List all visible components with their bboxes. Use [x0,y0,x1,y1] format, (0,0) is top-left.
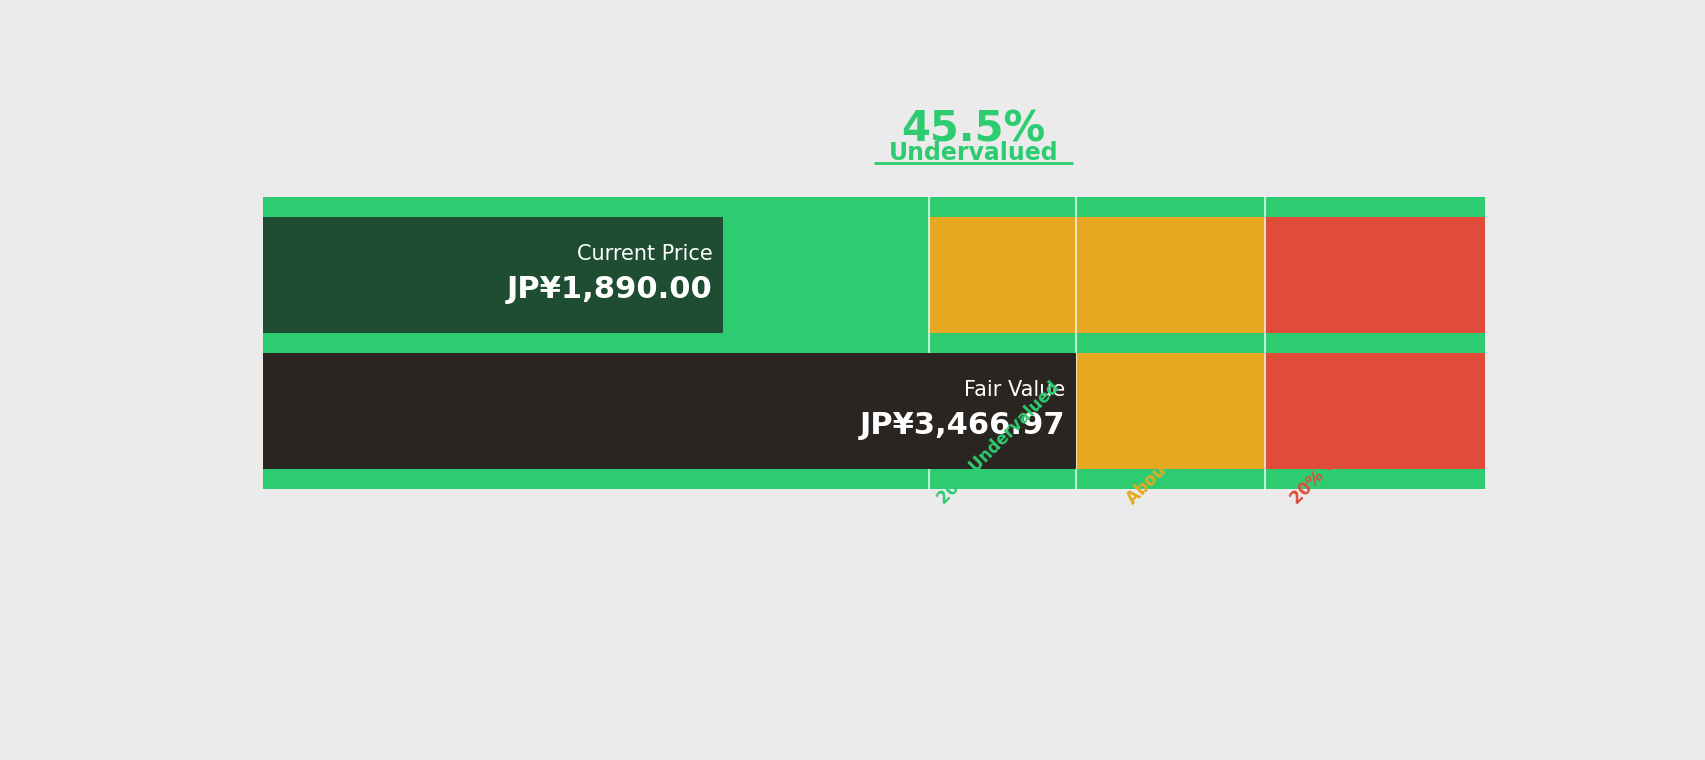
Text: About Right: About Right [1122,416,1214,508]
Text: JP¥1,890.00: JP¥1,890.00 [506,275,713,304]
Text: 45.5%: 45.5% [900,108,1045,150]
Bar [1265,197,1485,489]
Text: Undervalued: Undervalued [888,141,1057,165]
Bar [263,197,929,489]
Bar [263,217,723,333]
Text: Fair Value: Fair Value [963,381,1064,401]
Text: 20% Undervalued: 20% Undervalued [934,378,1064,508]
Bar [1076,197,1265,489]
Text: 20% Overvalued: 20% Overvalued [1287,387,1407,508]
Bar [263,333,1485,353]
Text: Current Price: Current Price [576,244,713,264]
Bar [263,469,1485,489]
Bar [929,197,1076,489]
Text: JP¥3,466.97: JP¥3,466.97 [859,411,1064,440]
Bar [263,197,1485,217]
Bar [263,353,1076,469]
